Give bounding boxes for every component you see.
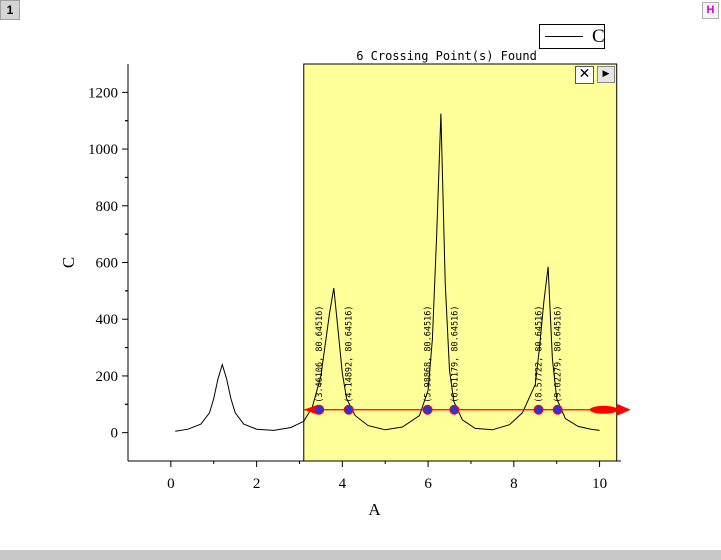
crossing-point-marker bbox=[449, 404, 460, 415]
right-drag-handle bbox=[616, 403, 631, 416]
x-tick-label: 8 bbox=[510, 476, 518, 492]
crossing-point-marker bbox=[314, 404, 325, 415]
y-tick-label: 800 bbox=[96, 199, 119, 215]
h-button[interactable]: H bbox=[702, 2, 719, 19]
x-tick-label: 0 bbox=[167, 476, 175, 492]
y-tick-label: 600 bbox=[96, 256, 119, 272]
legend-box[interactable]: C bbox=[539, 24, 605, 49]
y-tick-label: 400 bbox=[96, 312, 119, 328]
crossing-point-label: (8.57722, 80.64516) bbox=[535, 306, 545, 403]
x-tick-label: 4 bbox=[339, 476, 347, 492]
legend-entry-c: C bbox=[592, 26, 605, 47]
y-tick-label: 1000 bbox=[88, 142, 118, 158]
legend-line-swatch bbox=[545, 36, 583, 37]
crossing-point-marker bbox=[552, 404, 563, 415]
y-axis-label: C bbox=[59, 257, 78, 268]
crossing-point-label: (4.14892, 80.64516) bbox=[345, 306, 355, 403]
crossing-point-marker bbox=[422, 404, 433, 415]
tab-number-badge[interactable]: 1 bbox=[0, 0, 20, 20]
crossing-point-label: (6.61179, 80.64516) bbox=[450, 306, 460, 403]
crossing-group: (3.46106, 80.64516) (4.14892, 80.64516) (5… bbox=[303, 306, 631, 416]
crossing-point-label: (3.46106, 80.64516) bbox=[315, 306, 325, 403]
crossing-point-marker bbox=[533, 404, 544, 415]
right-handle-cap bbox=[589, 405, 618, 414]
y-tick-label: 1200 bbox=[88, 85, 118, 101]
x-tick-label: 6 bbox=[424, 476, 432, 492]
x-tick-label: 10 bbox=[592, 476, 607, 492]
x-axis-label: A bbox=[368, 500, 381, 519]
left-drag-handle bbox=[303, 404, 318, 415]
x-tick-label: 2 bbox=[253, 476, 261, 492]
close-button[interactable]: ✕ bbox=[575, 66, 594, 84]
crossing-point-marker bbox=[343, 404, 354, 415]
roi-highlight-region[interactable] bbox=[303, 63, 618, 462]
crossing-point-label: (9.02279, 80.64516) bbox=[554, 306, 564, 403]
bottom-scrollbar[interactable] bbox=[0, 550, 721, 560]
series-line-c bbox=[175, 113, 600, 432]
ticks-group: 0 2 4 6 8 10 0 200 400 600 800 1000 1200 bbox=[88, 85, 607, 492]
crossing-panel-title: 6 Crossing Point(s) Found bbox=[356, 49, 537, 63]
next-arrow-button[interactable]: ▶ bbox=[597, 66, 615, 83]
y-tick-label: 200 bbox=[96, 369, 119, 385]
crossing-point-label: (5.98868, 80.64516) bbox=[424, 306, 434, 403]
y-tick-label: 0 bbox=[111, 426, 119, 442]
